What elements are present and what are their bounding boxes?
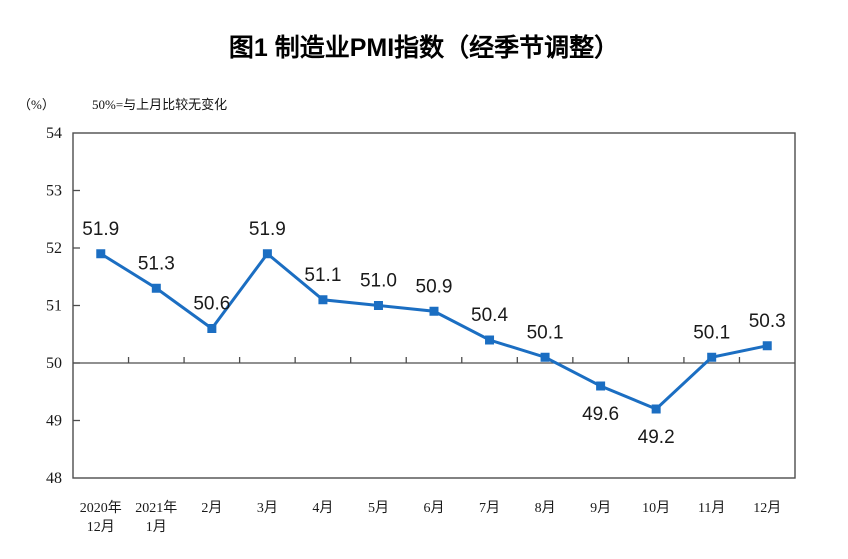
x-axis-label: 12月 bbox=[753, 500, 781, 516]
data-point-marker bbox=[540, 352, 550, 362]
data-point-marker bbox=[762, 341, 772, 351]
data-point-marker bbox=[485, 335, 495, 345]
data-point-label: 51.9 bbox=[82, 219, 119, 240]
data-point-marker bbox=[151, 283, 161, 293]
y-axis-tick-label: 49 bbox=[46, 413, 62, 430]
x-axis-label: 5月 bbox=[368, 500, 389, 516]
x-axis-label: 4月 bbox=[312, 500, 333, 516]
x-axis-label: 7月 bbox=[479, 500, 500, 516]
data-point-marker bbox=[262, 249, 272, 259]
data-point-marker bbox=[96, 249, 106, 259]
y-axis-unit-label: （%） bbox=[18, 97, 55, 112]
data-point-marker bbox=[373, 301, 383, 310]
x-axis-label: 3月 bbox=[257, 500, 278, 516]
x-axis-label: 1月 bbox=[146, 519, 167, 535]
x-axis-label: 10月 bbox=[642, 500, 670, 516]
data-point-label: 50.4 bbox=[471, 305, 508, 326]
x-axis-label: 2020年 bbox=[80, 500, 122, 516]
x-axis-label: 9月 bbox=[590, 500, 611, 516]
y-axis-tick-label: 48 bbox=[46, 470, 62, 487]
data-point-marker bbox=[429, 306, 439, 316]
y-axis-tick-label: 52 bbox=[46, 240, 62, 257]
data-point-marker bbox=[207, 324, 217, 333]
x-axis-label: 2021年 bbox=[135, 500, 177, 516]
data-point-label: 51.0 bbox=[360, 271, 397, 292]
y-axis-tick-label: 50 bbox=[46, 355, 62, 372]
data-point-marker bbox=[707, 352, 717, 362]
data-point-label: 50.1 bbox=[693, 322, 730, 343]
x-axis-label: 2月 bbox=[201, 500, 222, 516]
reference-note: 50%=与上月比较无变化 bbox=[92, 97, 228, 112]
data-point-label: 50.3 bbox=[749, 311, 786, 332]
data-point-label: 51.3 bbox=[138, 253, 175, 274]
data-point-marker bbox=[596, 381, 606, 391]
x-axis-label: 11月 bbox=[698, 500, 725, 516]
data-point-label: 51.9 bbox=[249, 219, 286, 240]
x-axis-label: 6月 bbox=[424, 500, 445, 516]
data-point-label: 50.1 bbox=[527, 322, 564, 343]
y-axis-tick-label: 53 bbox=[46, 183, 62, 200]
data-point-label: 50.6 bbox=[193, 294, 230, 315]
data-point-label: 49.2 bbox=[638, 427, 675, 448]
y-axis-tick-label: 54 bbox=[46, 125, 62, 142]
data-point-marker bbox=[318, 295, 328, 305]
x-axis-label: 12月 bbox=[87, 519, 115, 535]
y-axis-tick-label: 51 bbox=[46, 298, 62, 315]
data-point-label: 51.1 bbox=[304, 265, 341, 286]
data-point-marker bbox=[651, 404, 661, 414]
chart-title: 图1 制造业PMI指数（经季节调整） bbox=[228, 34, 620, 62]
data-point-label: 50.9 bbox=[416, 276, 453, 297]
x-axis-label: 8月 bbox=[535, 500, 556, 516]
data-point-label: 49.6 bbox=[582, 404, 619, 425]
